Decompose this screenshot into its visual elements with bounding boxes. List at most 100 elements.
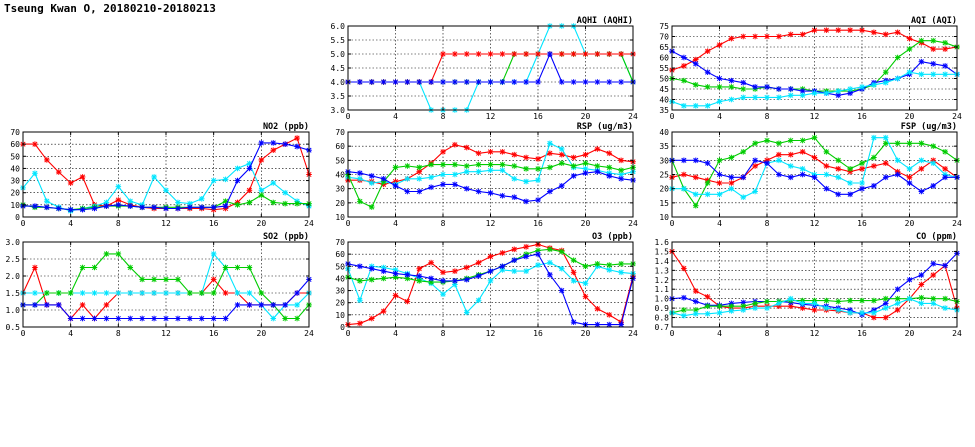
data-point	[728, 180, 735, 186]
grid-lines	[348, 132, 633, 217]
data-point	[606, 173, 613, 179]
data-point	[871, 297, 877, 304]
data-point	[558, 151, 565, 158]
data-point	[44, 204, 50, 211]
y-tick-label: 0.8	[655, 314, 670, 323]
data-point	[894, 29, 901, 36]
y-tick-label: 60	[659, 54, 669, 63]
y-tick-label: 0.5	[6, 323, 21, 332]
data-point	[847, 297, 853, 304]
data-point	[270, 180, 277, 186]
y-tick-label: 50	[10, 152, 20, 161]
data-point	[234, 165, 241, 172]
data-point	[594, 261, 601, 267]
y-tick-label: 70	[335, 238, 345, 247]
y-tick-label: 20	[659, 185, 669, 194]
data-point	[618, 321, 624, 328]
data-point	[692, 174, 699, 181]
data-point	[692, 82, 699, 88]
data-point	[618, 79, 624, 85]
data-point	[894, 171, 901, 178]
data-point	[716, 171, 723, 178]
data-point	[823, 185, 830, 192]
y-tick-label: 10	[659, 213, 669, 222]
data-point	[151, 174, 157, 180]
data-point	[570, 173, 577, 179]
data-point	[942, 46, 948, 52]
data-point	[210, 276, 217, 283]
y-tick-label: 10	[10, 201, 20, 210]
data-point	[282, 302, 288, 308]
data-point	[487, 253, 494, 260]
data-point	[222, 315, 229, 322]
data-point	[692, 61, 699, 67]
data-point	[392, 292, 399, 299]
data-point	[535, 166, 541, 172]
data-point	[692, 103, 699, 109]
data-point	[692, 288, 699, 294]
data-point	[258, 187, 265, 194]
data-point	[282, 189, 288, 196]
data-point	[511, 268, 518, 274]
data-point	[163, 290, 169, 296]
data-point	[32, 203, 38, 209]
data-point	[894, 54, 901, 61]
data-point	[570, 154, 577, 161]
data-point	[882, 140, 889, 147]
data-point	[416, 79, 423, 85]
data-point	[776, 151, 782, 158]
data-point	[764, 84, 770, 90]
data-point	[871, 163, 877, 169]
chart-co: 0 4 8 12 16 20 24 0.70.80.91.01.11.21.31.41.51.…	[655, 232, 962, 338]
data-point	[918, 37, 925, 44]
data-point	[776, 86, 782, 92]
data-point	[835, 88, 842, 94]
data-point	[246, 264, 253, 271]
data-point	[823, 149, 830, 155]
series-blue	[20, 276, 312, 322]
data-point	[380, 275, 387, 282]
data-point	[618, 175, 624, 182]
data-point	[499, 167, 506, 174]
data-point	[258, 140, 265, 146]
data-point	[79, 302, 86, 308]
chart-fsp: 0 4 8 12 16 20 24 10 15 20 25 30 35 40 FSP (ug/m3)	[659, 122, 962, 228]
data-point	[440, 161, 446, 168]
data-point	[475, 150, 482, 157]
data-point	[606, 321, 613, 328]
data-point	[404, 175, 411, 182]
data-point	[511, 51, 518, 57]
data-point	[594, 305, 601, 312]
data-point	[115, 315, 122, 322]
data-point	[404, 298, 411, 305]
chart-title: AQI (AQI)	[911, 16, 957, 26]
data-point	[475, 51, 482, 57]
series-cyan	[669, 295, 960, 319]
data-point	[681, 103, 687, 109]
data-point	[787, 151, 794, 158]
data-point	[918, 157, 925, 164]
data-point	[906, 46, 913, 52]
x-tick-label: 20	[257, 329, 267, 338]
y-tick-label: 60	[335, 250, 345, 259]
data-point	[618, 167, 624, 174]
data-point	[918, 281, 925, 288]
data-point	[930, 260, 937, 267]
y-tick-label: 1.3	[655, 266, 670, 275]
data-point	[894, 307, 901, 313]
y-tick-label: 1.5	[655, 247, 670, 256]
data-point	[847, 191, 853, 198]
data-point	[740, 79, 747, 86]
data-point	[163, 205, 169, 212]
data-point	[357, 198, 363, 205]
data-point	[681, 63, 687, 69]
y-tick-label: 20	[10, 189, 20, 198]
data-point	[440, 79, 446, 85]
data-point	[776, 140, 782, 147]
data-point	[67, 290, 74, 296]
data-point	[91, 205, 98, 212]
data-point	[499, 192, 506, 199]
data-point	[728, 77, 735, 84]
data-point	[91, 290, 98, 296]
data-point	[294, 315, 300, 322]
